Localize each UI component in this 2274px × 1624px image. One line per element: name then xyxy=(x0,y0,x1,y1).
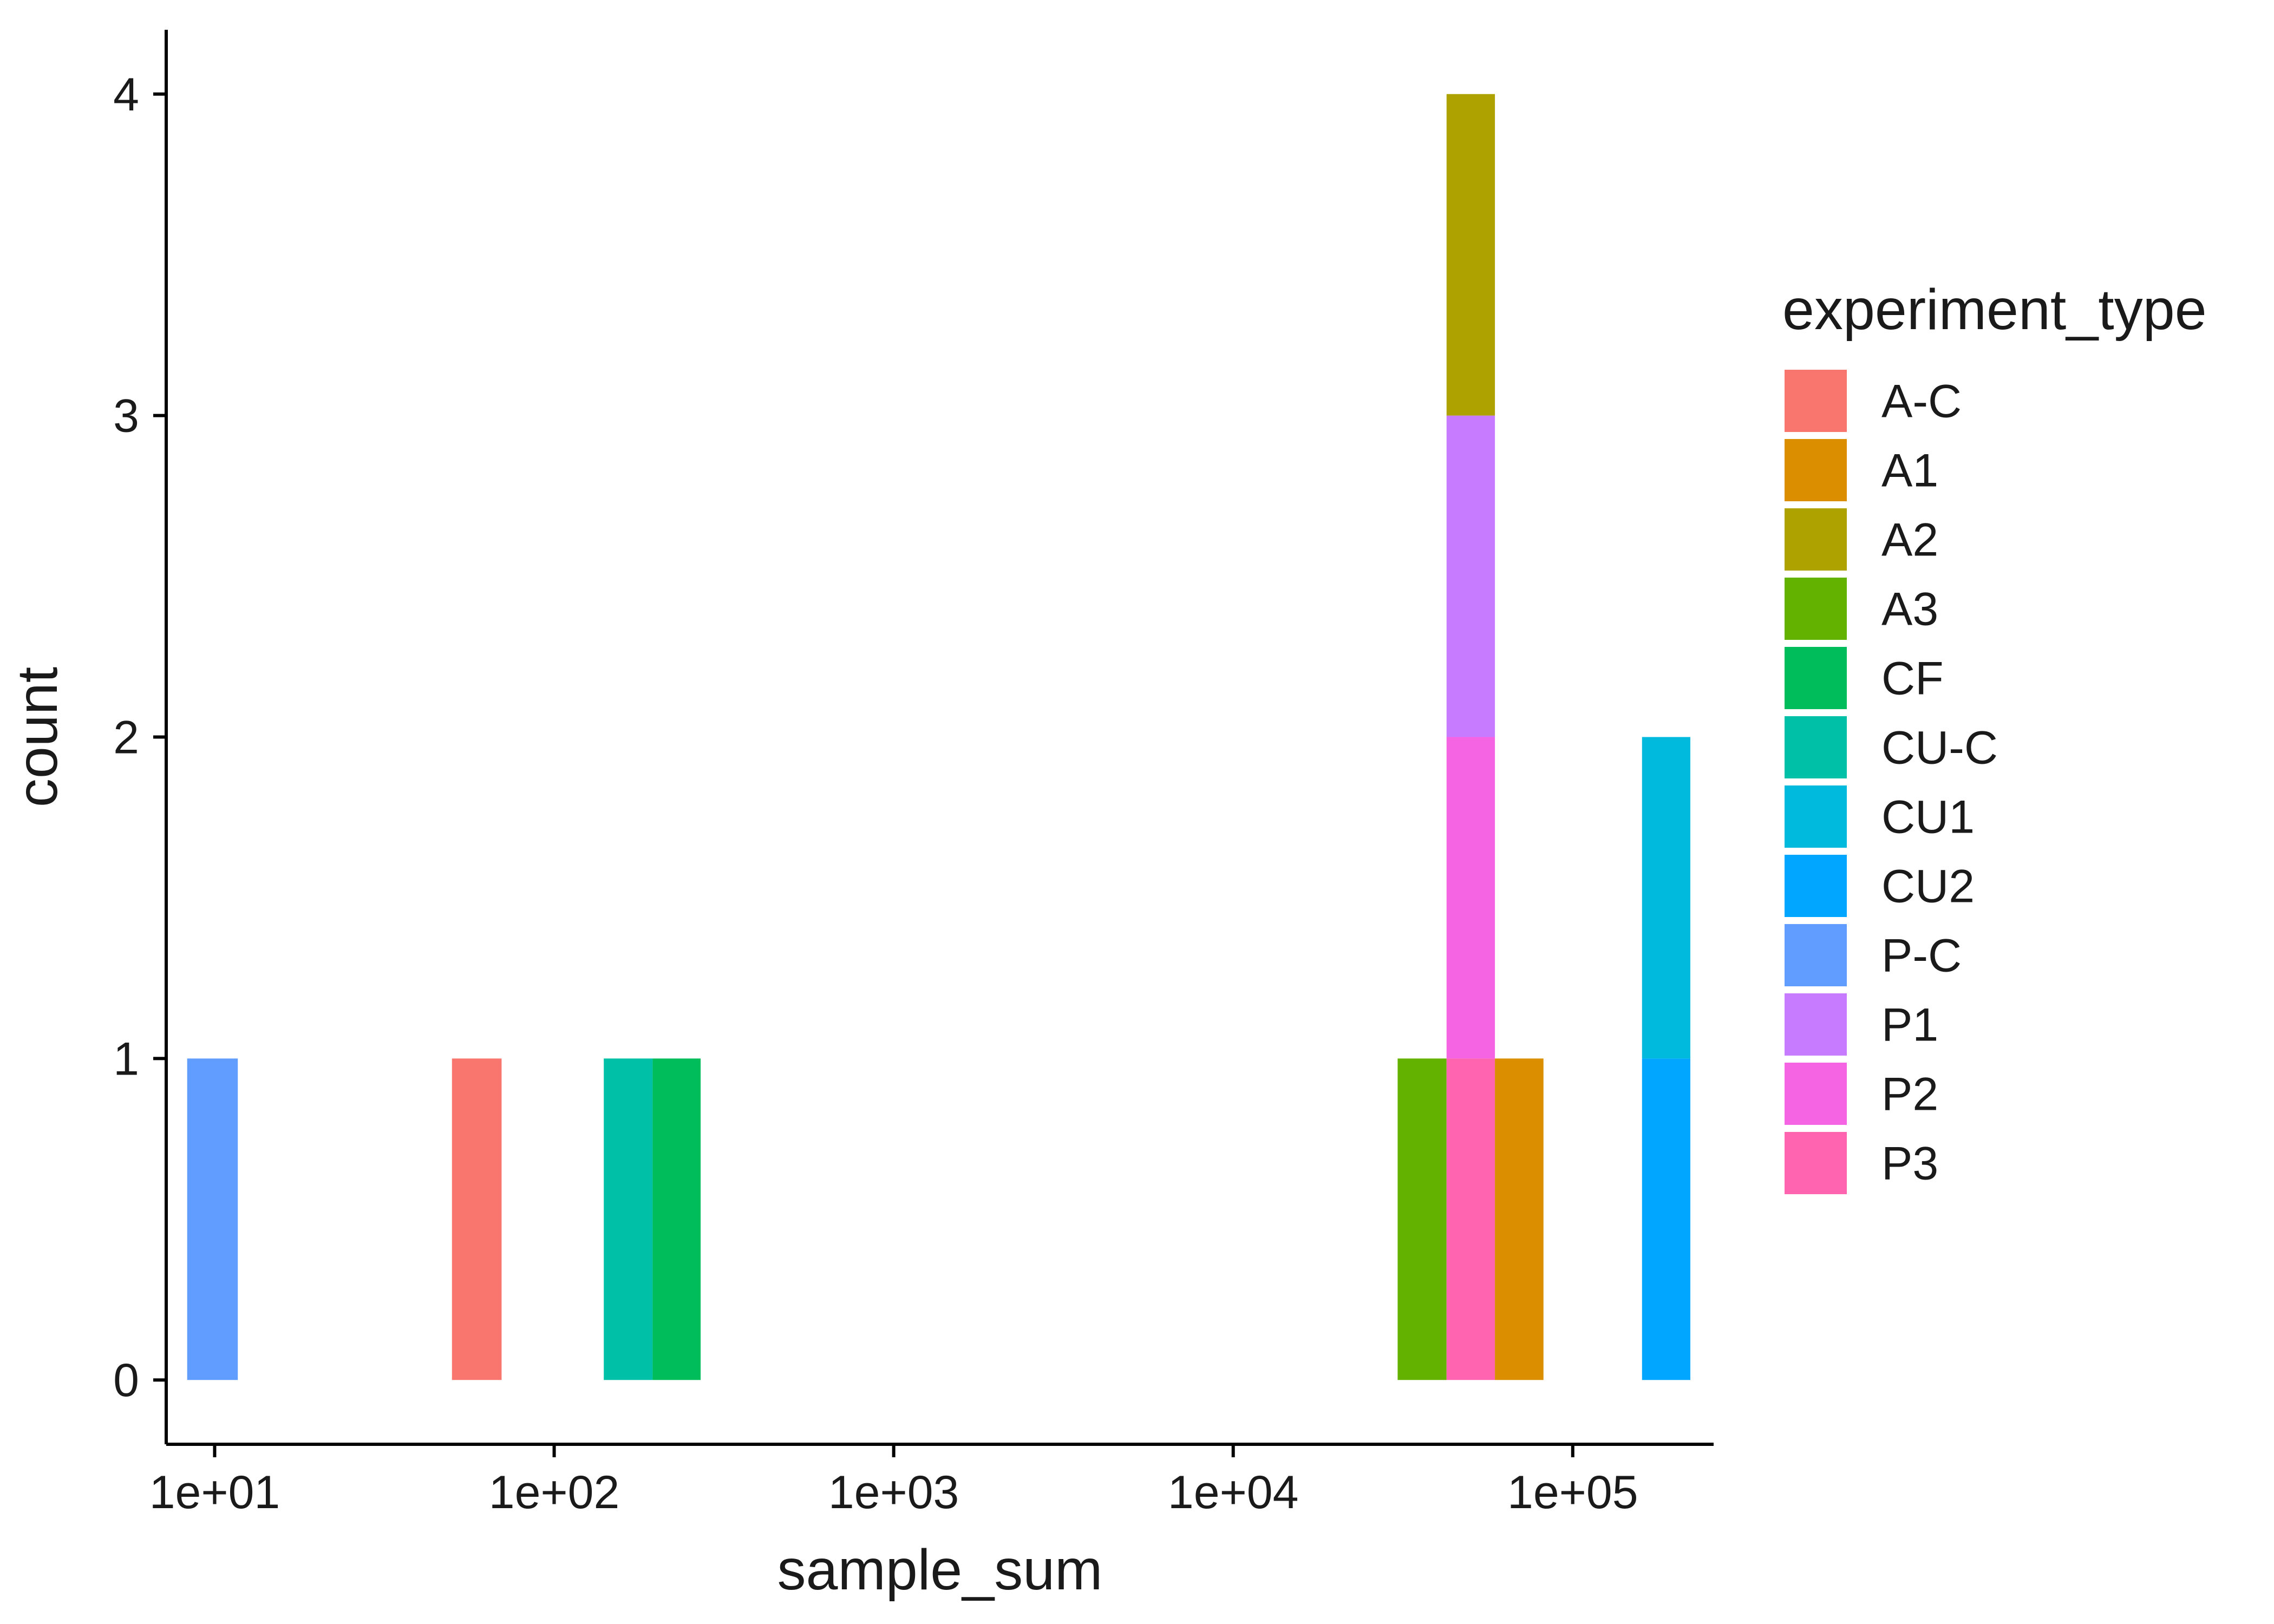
legend-label: CF xyxy=(1881,653,1944,705)
legend-item-cu-c: CU-C xyxy=(1785,716,1998,778)
legend-swatch xyxy=(1785,578,1847,640)
legend-swatch xyxy=(1785,439,1847,501)
legend-item-a3: A3 xyxy=(1785,578,1938,640)
y-axis-title: count xyxy=(5,667,69,807)
legend-swatch xyxy=(1785,716,1847,778)
y-tick-label: 1 xyxy=(113,1033,139,1085)
x-tick-label: 1e+02 xyxy=(489,1466,620,1518)
legend-label: A1 xyxy=(1881,445,1938,497)
bar-a3-bin-4 xyxy=(1397,1058,1447,1380)
bar-p3-bin-5 xyxy=(1446,1058,1495,1380)
legend-item-cu2: CU2 xyxy=(1785,855,1975,917)
x-tick-label: 1e+04 xyxy=(1168,1466,1299,1518)
x-axis-title: sample_sum xyxy=(777,1538,1103,1602)
legend-swatch xyxy=(1785,370,1847,432)
legend-label: CU1 xyxy=(1881,791,1975,843)
x-tick-label: 1e+01 xyxy=(149,1466,280,1518)
bar-cu1-bin-7 xyxy=(1642,737,1690,1059)
x-tick-label: 1e+03 xyxy=(828,1466,959,1518)
bar-a-c-bin-1 xyxy=(452,1058,502,1380)
y-tick-label: 3 xyxy=(113,390,139,442)
y-tick-label: 4 xyxy=(113,69,139,121)
legend-item-p3: P3 xyxy=(1785,1132,1938,1194)
legend-item-a-c: A-C xyxy=(1785,370,1962,432)
legend-item-cu1: CU1 xyxy=(1785,785,1975,848)
x-tick-label: 1e+05 xyxy=(1507,1466,1638,1518)
legend-swatch xyxy=(1785,785,1847,848)
legend-swatch xyxy=(1785,647,1847,709)
bar-cu-c-bin-2 xyxy=(604,1058,653,1380)
legend-label: A2 xyxy=(1881,514,1938,566)
legend-label: A3 xyxy=(1881,584,1938,636)
legend-label: P-C xyxy=(1881,930,1962,982)
legend-item-p1: P1 xyxy=(1785,993,1938,1056)
legend-item-p2: P2 xyxy=(1785,1063,1938,1125)
bar-cf-bin-3 xyxy=(652,1058,701,1380)
bar-p2-bin-5 xyxy=(1446,737,1495,1059)
bars-layer xyxy=(187,94,1690,1380)
bar-a2-bin-5 xyxy=(1446,94,1495,416)
legend-item-a2: A2 xyxy=(1785,508,1938,571)
legend-item-cf: CF xyxy=(1785,647,1944,709)
legend-item-p-c: P-C xyxy=(1785,924,1962,986)
legend-swatch xyxy=(1785,1132,1847,1194)
legend: experiment_type A-C A1 A2 A3 CF CU-C CU1 CU2 P-C… xyxy=(1782,278,2207,1194)
legend-label: P3 xyxy=(1881,1138,1938,1190)
legend-item-a1: A1 xyxy=(1785,439,1938,501)
y-tick-label: 0 xyxy=(113,1354,139,1406)
y-axis-ticks: 0 1 2 3 4 xyxy=(113,69,166,1406)
y-tick-label: 2 xyxy=(113,712,139,764)
bar-p-c-bin-0 xyxy=(187,1058,238,1380)
legend-swatch xyxy=(1785,924,1847,986)
legend-label: CU-C xyxy=(1881,722,1998,774)
legend-label: P1 xyxy=(1881,999,1938,1051)
legend-swatch xyxy=(1785,508,1847,571)
legend-label: P2 xyxy=(1881,1069,1938,1121)
bar-p1-bin-5 xyxy=(1446,415,1495,737)
legend-swatch xyxy=(1785,993,1847,1056)
bar-a1-bin-6 xyxy=(1495,1058,1544,1380)
bar-cu2-bin-7 xyxy=(1642,1058,1690,1380)
legend-items: A-C A1 A2 A3 CF CU-C CU1 CU2 P-C P1 P2 P3 xyxy=(1785,370,1998,1194)
legend-swatch xyxy=(1785,1063,1847,1125)
legend-label: A-C xyxy=(1881,376,1962,428)
legend-swatch xyxy=(1785,855,1847,917)
legend-title: experiment_type xyxy=(1782,278,2207,342)
x-axis-ticks: 1e+01 1e+02 1e+03 1e+04 1e+05 xyxy=(149,1444,1638,1518)
legend-label: CU2 xyxy=(1881,861,1975,913)
